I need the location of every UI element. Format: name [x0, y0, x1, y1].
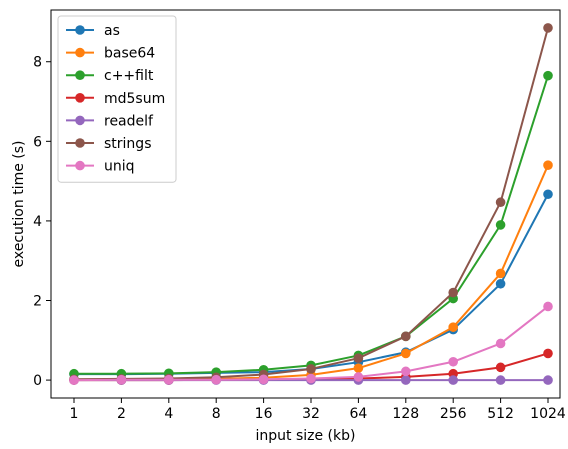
- y-axis-label: execution time (s): [11, 141, 27, 268]
- legend-item: c++filt: [66, 68, 154, 84]
- y-tick-label: 6: [33, 134, 42, 150]
- data-point: [495, 278, 506, 289]
- legend-item: md5sum: [66, 91, 165, 107]
- legend-label: base64: [104, 46, 155, 62]
- x-tick-label: 32: [302, 406, 320, 422]
- legend-marker: [75, 160, 85, 171]
- data-point: [448, 287, 459, 298]
- x-tick-label: 1: [70, 406, 79, 422]
- data-point: [448, 375, 459, 385]
- legend-item: strings: [66, 136, 151, 152]
- x-tick-label: 16: [255, 406, 273, 422]
- y-axis: 0 2 4 6 8: [33, 55, 51, 389]
- legend-marker: [75, 47, 85, 58]
- data-point: [448, 356, 459, 367]
- y-tick-label: 0: [33, 373, 42, 389]
- data-point: [543, 189, 553, 200]
- legend-item: readelf: [66, 113, 154, 129]
- data-point: [116, 374, 127, 385]
- y-tick-label: 4: [33, 214, 42, 230]
- data-point: [164, 374, 174, 385]
- data-point: [211, 374, 221, 385]
- data-point: [448, 322, 459, 332]
- data-point: [543, 375, 553, 385]
- data-point: [401, 331, 411, 342]
- series-layer: [69, 23, 553, 385]
- legend-label: strings: [104, 136, 151, 152]
- data-point: [258, 374, 269, 385]
- legend-label: c++filt: [104, 68, 154, 84]
- x-tick-label: 128: [392, 406, 419, 422]
- x-tick-label: 256: [440, 406, 467, 422]
- plot-frame: [50, 9, 561, 399]
- x-tick-label: 1024: [530, 406, 566, 422]
- data-point: [495, 197, 506, 208]
- data-point: [401, 348, 411, 359]
- x-tick-label: 64: [349, 406, 367, 422]
- legend-label: uniq: [104, 159, 135, 175]
- legend-item: as: [66, 23, 120, 39]
- y-tick-label: 8: [33, 55, 42, 71]
- legend: as base64 c++filt md5sum readelf strings uniq: [57, 15, 177, 183]
- legend-item: uniq: [66, 159, 135, 175]
- legend-box: [57, 15, 177, 183]
- data-point: [353, 363, 364, 373]
- data-point: [543, 23, 553, 33]
- legend-label: readelf: [104, 113, 154, 129]
- data-point: [401, 375, 411, 385]
- x-axis: 1 2 4 8 16 32 64 128 256 512 1024: [70, 398, 566, 422]
- legend-marker: [75, 70, 85, 80]
- x-tick-label: 4: [164, 406, 173, 422]
- data-point: [306, 373, 316, 384]
- legend-marker: [75, 115, 85, 126]
- data-point: [495, 220, 506, 230]
- data-point: [495, 362, 506, 373]
- legend-marker: [75, 138, 85, 148]
- legend-label: as: [104, 23, 120, 39]
- data-point: [495, 375, 506, 385]
- legend-marker: [75, 93, 85, 103]
- data-point: [543, 70, 553, 81]
- data-point: [353, 353, 364, 364]
- legend-label: md5sum: [104, 91, 165, 107]
- data-point: [495, 338, 506, 349]
- series-uniq: [69, 301, 553, 385]
- x-tick-label: 2: [117, 406, 126, 422]
- data-point: [306, 364, 316, 374]
- legend-item: base64: [66, 46, 155, 62]
- data-point: [495, 268, 506, 279]
- data-point: [543, 301, 553, 312]
- data-point: [543, 160, 553, 170]
- data-point: [69, 375, 79, 385]
- x-tick-label: 512: [487, 406, 514, 422]
- y-tick-label: 2: [33, 294, 42, 310]
- x-tick-label: 8: [212, 406, 221, 422]
- data-point: [401, 366, 411, 377]
- data-point: [353, 372, 364, 382]
- legend-marker: [75, 25, 85, 35]
- x-axis-label: input size (kb): [256, 428, 356, 444]
- data-point: [543, 348, 553, 359]
